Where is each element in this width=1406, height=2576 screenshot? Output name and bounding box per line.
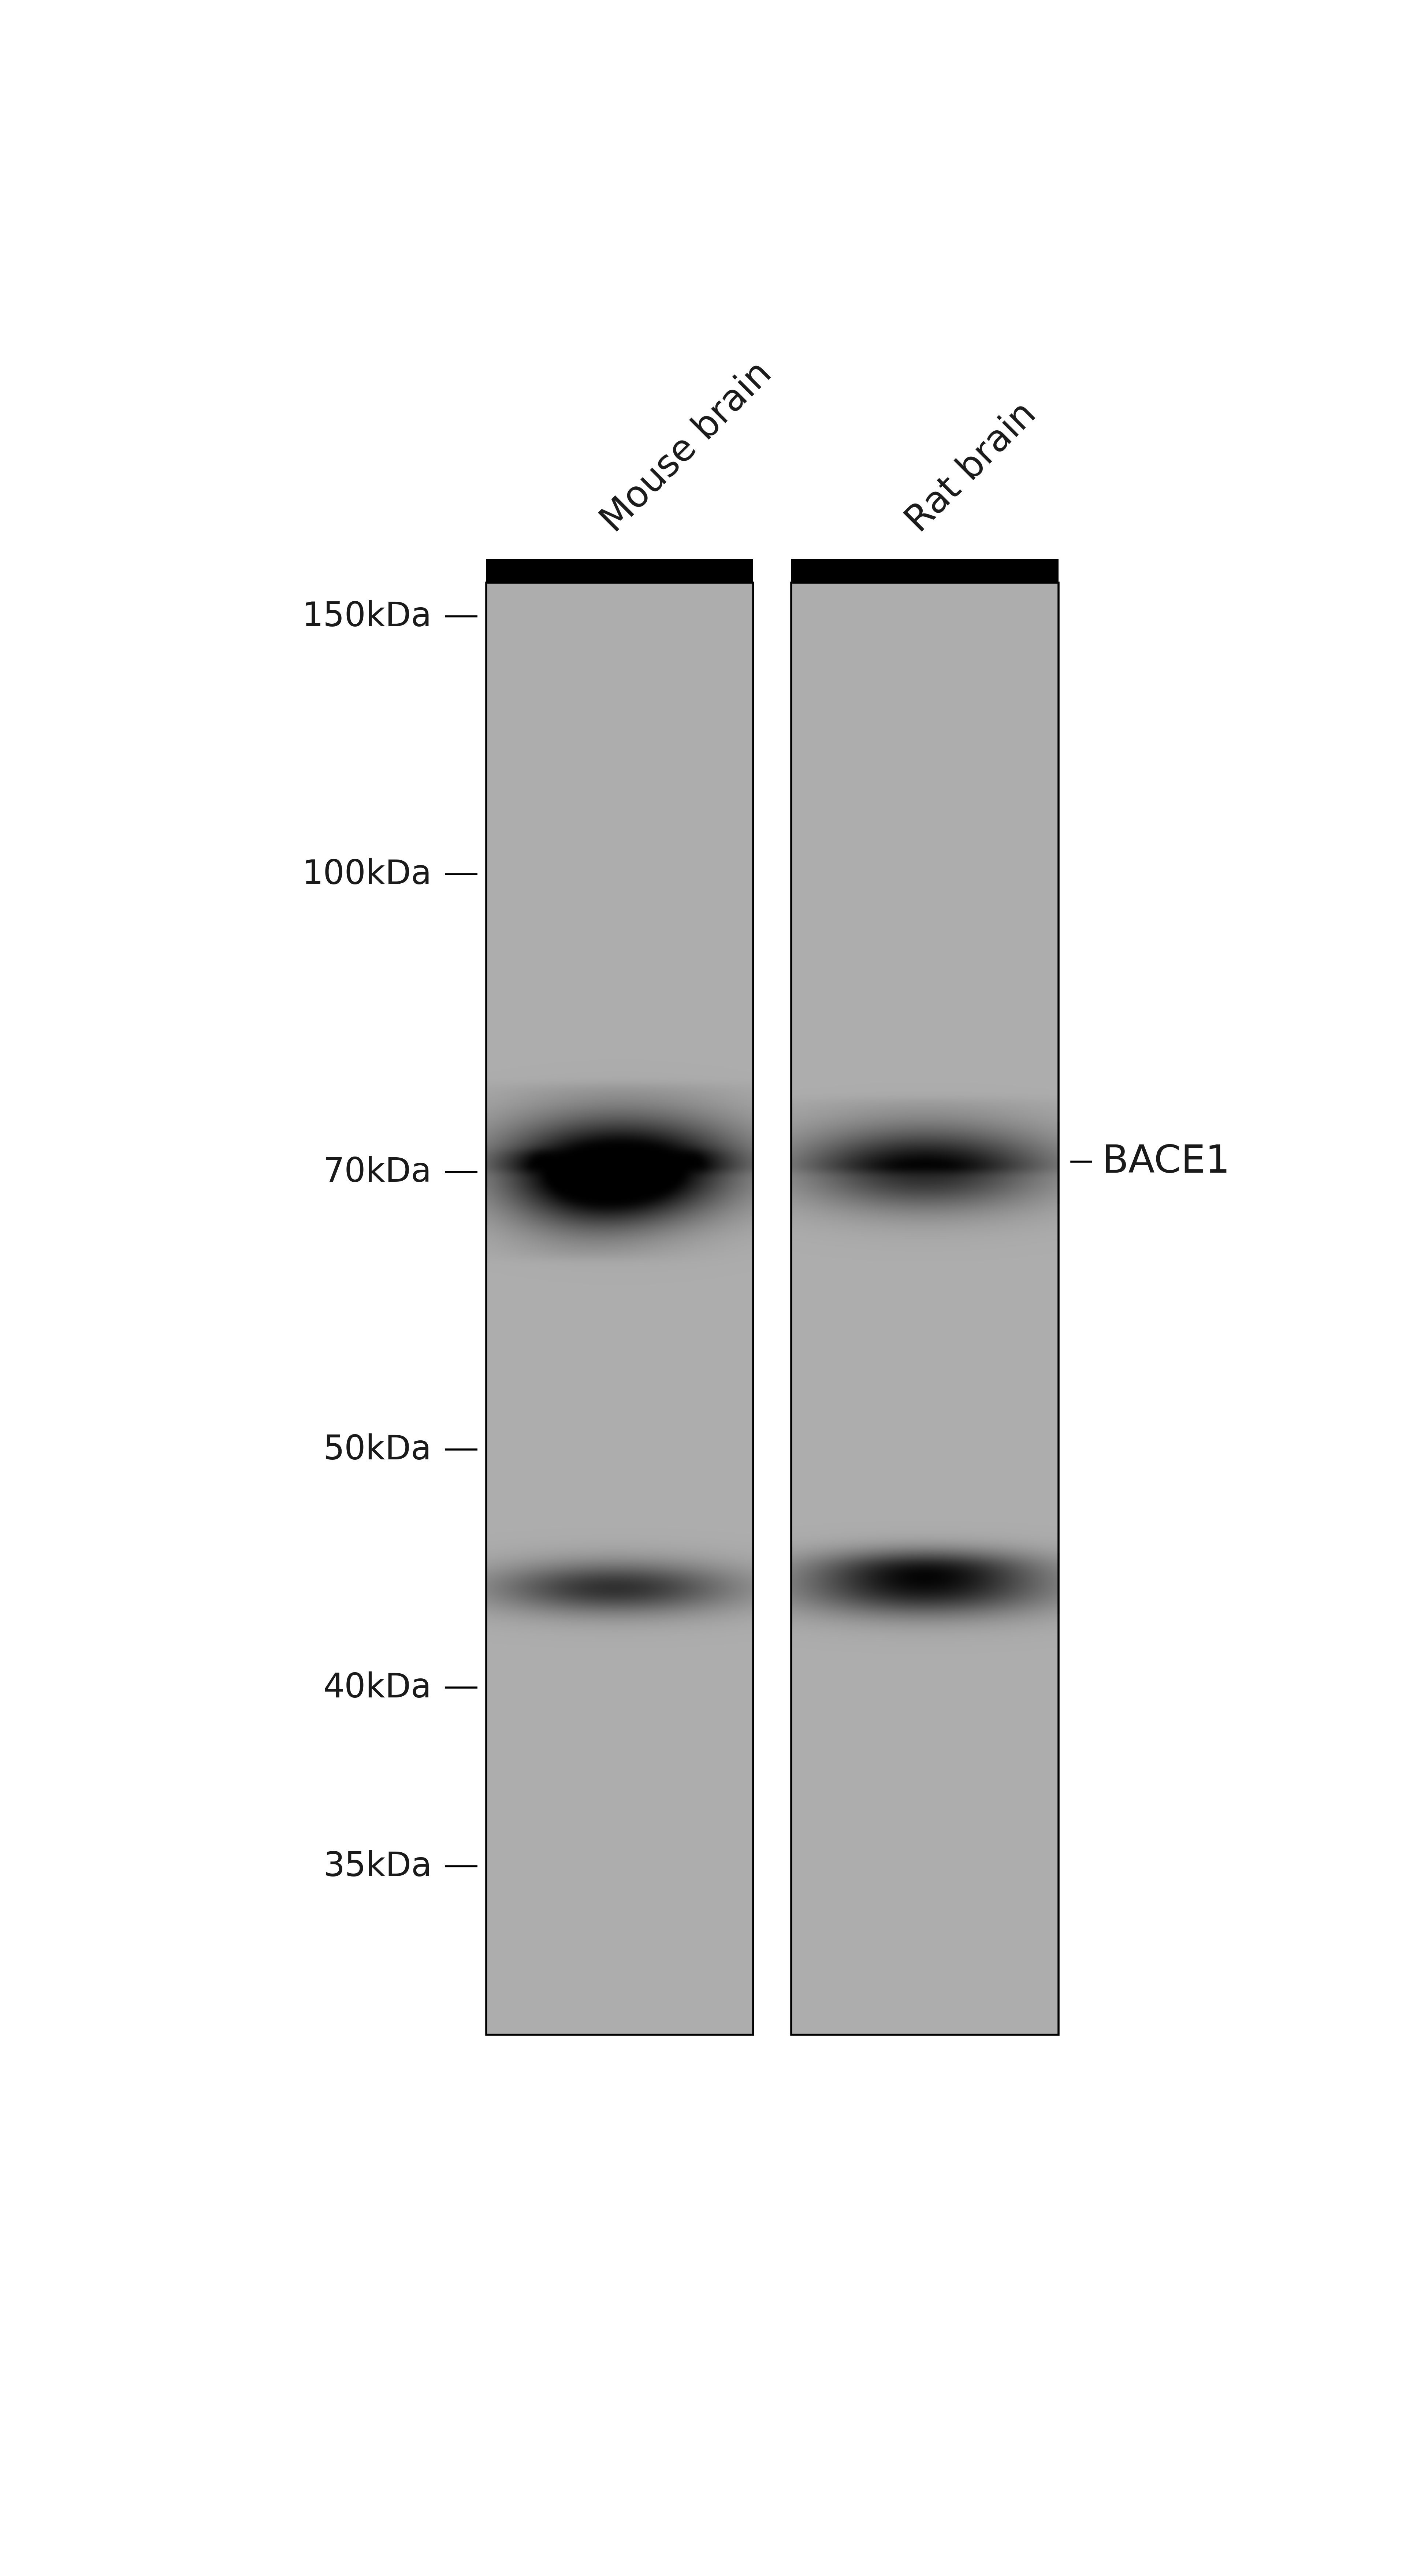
Text: BACE1: BACE1 <box>1102 1144 1230 1180</box>
Bar <box>486 582 754 2035</box>
Bar <box>792 582 1059 2035</box>
Text: Mouse brain: Mouse brain <box>595 355 779 538</box>
Text: 100kDa: 100kDa <box>302 858 432 891</box>
Bar <box>792 559 1059 582</box>
Text: 35kDa: 35kDa <box>323 1850 432 1883</box>
Text: 40kDa: 40kDa <box>323 1672 432 1705</box>
Text: 150kDa: 150kDa <box>302 600 432 634</box>
Text: Rat brain: Rat brain <box>900 397 1043 538</box>
Text: 70kDa: 70kDa <box>323 1157 432 1188</box>
Text: 50kDa: 50kDa <box>323 1432 432 1466</box>
Bar <box>486 559 754 582</box>
